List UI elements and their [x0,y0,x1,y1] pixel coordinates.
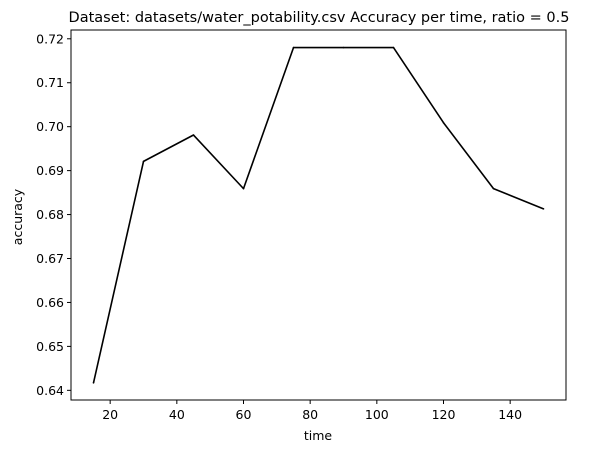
data-point [92,382,95,384]
x-tick-label: 20 [102,407,118,422]
y-tick-label: 0.67 [36,251,64,266]
y-tick-label: 0.69 [36,163,64,178]
y-tick-label: 0.71 [36,75,64,90]
y-tick-label: 0.72 [36,31,64,46]
y-tick-label: 0.64 [36,383,64,398]
y-tick-label: 0.66 [36,295,64,310]
y-tick-label: 0.70 [36,119,64,134]
data-point [392,46,395,49]
chart-title: Dataset: datasets/water_potability.csv A… [69,10,570,26]
data-point [242,187,245,190]
plot-frame [70,29,567,401]
data-point [192,134,195,136]
x-tick-label: 120 [432,407,456,422]
y-tick-label: 0.65 [36,339,64,354]
x-tick-label: 80 [302,407,318,422]
plot-area [92,46,545,384]
axis-ticks: 20 40 60 80 100 120 140 0.64 0.65 0.66 0.67 0.68 0.6… [36,31,522,422]
y-axis-label: accuracy [10,188,25,245]
x-tick-label: 60 [236,407,252,422]
data-point [292,46,295,49]
x-axis-label: time [304,428,333,443]
data-point [442,121,445,124]
y-tick-label: 0.68 [36,207,64,222]
series-line-0 [92,46,544,384]
x-tick-label: 100 [365,407,389,422]
data-point [492,187,495,190]
data-point [542,208,545,210]
data-point [142,160,145,163]
x-tick-label: 140 [498,407,522,422]
x-tick-label: 40 [169,407,185,422]
data-point [342,46,345,49]
